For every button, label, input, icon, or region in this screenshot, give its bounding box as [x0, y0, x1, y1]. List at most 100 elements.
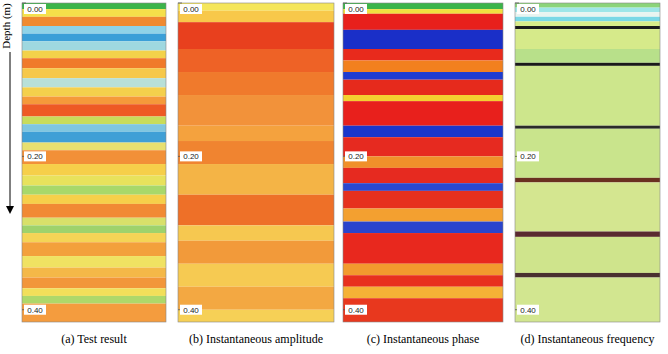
band — [22, 225, 166, 233]
band — [343, 72, 503, 80]
band — [515, 66, 660, 126]
tick-label-bg — [517, 305, 539, 315]
tick-label: 0.40 — [183, 306, 199, 315]
panel-title: (a) Test result — [61, 332, 127, 346]
band — [178, 225, 334, 240]
tick-label-bg — [180, 4, 202, 14]
tick-label-bg — [517, 151, 539, 161]
band — [178, 195, 334, 226]
band — [515, 26, 660, 29]
band — [515, 49, 660, 63]
band — [22, 218, 166, 226]
band — [343, 30, 503, 49]
band — [22, 51, 166, 59]
band — [22, 278, 166, 289]
tick-label: 0.40 — [348, 306, 364, 315]
band — [22, 268, 166, 278]
tick — [22, 3, 26, 4]
band — [22, 104, 166, 116]
frame — [178, 3, 334, 322]
frame — [515, 3, 660, 322]
tick-label-bg — [24, 4, 46, 14]
band — [22, 132, 166, 143]
panel-title: (b) Instantaneous amplitude — [189, 332, 323, 346]
band — [343, 101, 503, 126]
band — [178, 126, 334, 141]
figure: 0.000.200.40(a) Test resultDepth (m)0.00… — [0, 0, 668, 354]
band — [343, 168, 503, 183]
band — [178, 49, 334, 72]
band — [22, 34, 166, 42]
band — [22, 296, 166, 304]
figure-svg: 0.000.200.40(a) Test resultDepth (m)0.00… — [0, 0, 668, 354]
band — [22, 233, 166, 242]
band — [22, 242, 166, 256]
tick-label: 0.40 — [520, 306, 536, 315]
band — [343, 183, 503, 191]
tick-label: 0.20 — [183, 152, 199, 161]
tick-label: 0.00 — [520, 5, 536, 14]
band — [343, 233, 503, 264]
band — [22, 143, 166, 151]
tick-label-bg — [345, 151, 367, 161]
band — [343, 95, 503, 101]
band — [178, 164, 334, 195]
band — [22, 176, 166, 186]
tick-label: 0.00 — [27, 5, 43, 14]
tick — [343, 3, 347, 4]
depth-arrow-head — [6, 206, 14, 214]
band — [515, 278, 660, 322]
panel-title: (c) Instantaneous phase — [367, 332, 480, 346]
frame — [343, 3, 503, 322]
band — [515, 232, 660, 237]
band — [22, 17, 166, 26]
panel: 0.00 0.20 0.40 (a) Test result Depth (m) — [0, 3, 166, 346]
band — [515, 182, 660, 231]
band — [22, 256, 166, 268]
band — [22, 150, 166, 164]
band — [22, 288, 166, 296]
band — [343, 80, 503, 95]
band — [515, 126, 660, 129]
panel: 0.000.200.40(c) Instantaneous phase — [343, 3, 503, 346]
bands — [22, 3, 166, 322]
band — [22, 68, 166, 78]
band — [178, 241, 334, 264]
tick-label-bg — [180, 305, 202, 315]
tick-label-bg — [180, 151, 202, 161]
band — [343, 61, 503, 73]
band — [22, 164, 166, 176]
panel-title: (d) Instantaneous frequency — [521, 332, 655, 346]
band — [178, 72, 334, 95]
band — [22, 97, 166, 105]
axis-label: Depth (m) — [0, 3, 13, 49]
band — [343, 264, 503, 276]
band — [178, 22, 334, 49]
band — [22, 195, 166, 204]
band — [343, 191, 503, 209]
tick-label: 0.20 — [27, 152, 43, 161]
band — [343, 287, 503, 299]
band — [22, 41, 166, 50]
band — [343, 14, 503, 30]
tick-label-bg — [24, 151, 46, 161]
band — [343, 126, 503, 138]
tick-label-bg — [345, 305, 367, 315]
band — [515, 273, 660, 278]
depth-arrow — [10, 52, 11, 208]
tick — [178, 3, 182, 4]
band — [515, 178, 660, 183]
panel: 0.00 0.20 0.40 (d) Instantaneous frequency — [515, 3, 660, 346]
tick-label: 0.40 — [27, 306, 43, 315]
band — [22, 58, 166, 68]
bands — [178, 3, 334, 322]
band — [515, 21, 660, 26]
band — [178, 264, 334, 287]
band — [343, 49, 503, 61]
band — [22, 26, 166, 34]
tick-label: 0.00 — [183, 5, 199, 14]
tick-label: 0.00 — [348, 5, 364, 14]
band — [343, 209, 503, 222]
band — [22, 204, 166, 218]
tick-label: 0.20 — [520, 152, 536, 161]
